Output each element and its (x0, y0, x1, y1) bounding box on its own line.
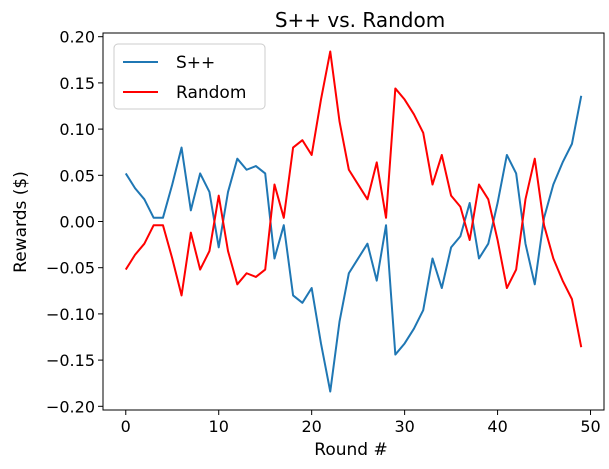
y-tick-label: 0.20 (59, 28, 95, 47)
chart-title: S++ vs. Random (275, 8, 445, 32)
series-line-random (124, 50, 583, 348)
x-tick-label: 20 (301, 417, 321, 436)
y-tick-label: −0.10 (46, 305, 95, 324)
x-axis-label: Round # (314, 440, 387, 460)
legend-label: S++ (176, 53, 215, 73)
y-axis-label: Rewards ($) (11, 171, 31, 273)
x-tick-label: 0 (121, 417, 131, 436)
x-tick-label: 30 (394, 417, 414, 436)
y-tick-label: −0.15 (46, 351, 95, 370)
y-tick-label: 0.15 (59, 74, 95, 93)
x-tick-label: 40 (487, 417, 507, 436)
legend-label: Random (176, 83, 246, 103)
y-tick-label: 0.05 (59, 166, 95, 185)
y-tick-label: 0.10 (59, 120, 95, 139)
x-tick-label: 50 (580, 417, 600, 436)
y-tick-label: −0.05 (46, 259, 95, 278)
x-tick-label: 10 (209, 417, 229, 436)
y-tick-label: 0.00 (59, 213, 95, 232)
y-tick-label: −0.20 (46, 397, 95, 416)
plot-area: 0 10 20 30 40 50 −0.20 −0.15 −0.10 −0.05 0.00 0.05 0… (46, 28, 605, 436)
series-line-s (124, 95, 583, 393)
